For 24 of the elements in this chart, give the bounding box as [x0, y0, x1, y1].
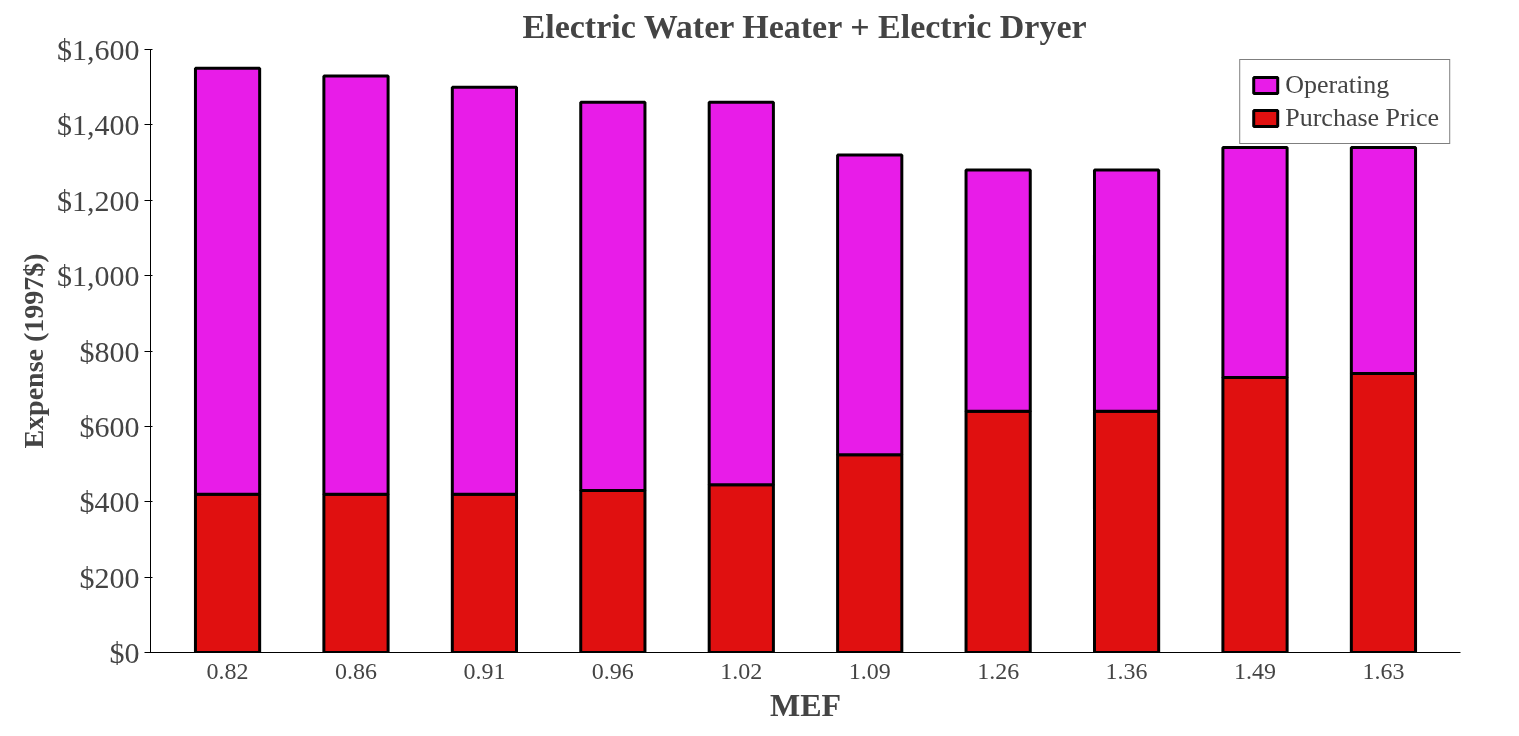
- x-tick-label: 0.82: [206, 657, 249, 684]
- legend-label: Operating: [1285, 70, 1390, 100]
- y-tick-label: $800: [79, 334, 140, 368]
- x-tick-label: 1.02: [720, 657, 763, 684]
- y-tick-label: $0: [109, 636, 140, 669]
- y-tick-label: $1,200: [57, 183, 140, 217]
- y-tick-label: $400: [79, 485, 140, 519]
- y-tick-label: $1,400: [57, 108, 140, 142]
- x-tick-label: 1.36: [1105, 657, 1148, 684]
- x-tick-label: 1.26: [977, 657, 1020, 684]
- x-tick-label: 0.91: [463, 657, 506, 684]
- chart-title: Electric Water Heater + Electric Dryer: [522, 7, 1087, 45]
- x-tick-label: 1.49: [1234, 657, 1277, 684]
- x-tick-label: 0.86: [334, 657, 377, 684]
- x-tick-label: 1.63: [1362, 657, 1405, 684]
- legend-label: Purchase Price: [1285, 103, 1439, 133]
- x-tick-label: 1.09: [848, 657, 891, 684]
- y-tick-label: $600: [79, 409, 140, 443]
- y-axis-title: Expense (1997$): [18, 253, 49, 449]
- x-tick-label: 0.96: [591, 657, 634, 684]
- y-tick-label: $1,000: [57, 259, 140, 293]
- y-tick-label: $200: [79, 560, 140, 594]
- x-axis-title: MEF: [769, 686, 842, 723]
- y-tick-label: $1,600: [57, 33, 140, 66]
